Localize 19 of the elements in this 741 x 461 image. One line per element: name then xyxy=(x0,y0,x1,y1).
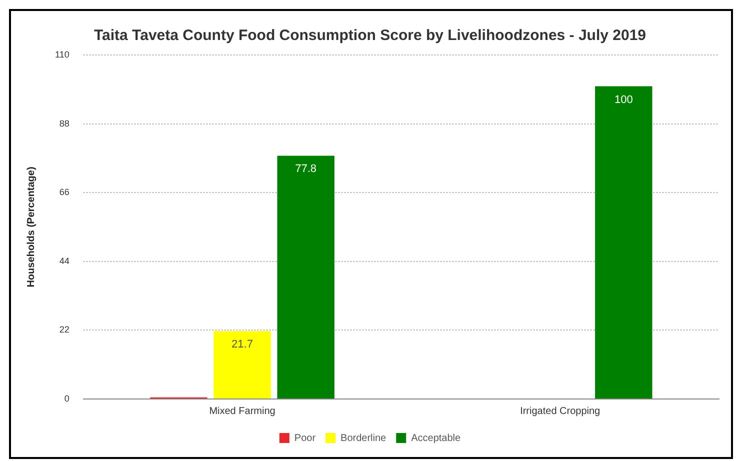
bar xyxy=(595,86,652,398)
legend-label: Acceptable xyxy=(411,432,462,444)
bar xyxy=(277,156,334,398)
x-tick-label: Irrigated Cropping xyxy=(520,406,600,417)
y-tick-label: 88 xyxy=(59,118,70,128)
legend-label: Borderline xyxy=(340,432,387,444)
data-label: 100 xyxy=(614,94,633,106)
legend-label: Poor xyxy=(294,432,316,444)
data-label: 21.7 xyxy=(232,338,253,351)
y-axis-title: Households (Percentage) xyxy=(26,166,37,288)
data-label: 77.8 xyxy=(295,163,317,176)
chart-title: Taita Taveta County Food Consumption Score by Livelihoodzones - July 2019 xyxy=(94,27,646,44)
y-tick-label: 22 xyxy=(59,324,70,335)
bar xyxy=(214,331,271,398)
y-tick-label: 0 xyxy=(64,393,70,404)
x-tick-label: Mixed Farming xyxy=(209,406,276,417)
y-tick-label: 110 xyxy=(54,49,70,60)
y-tick-label: 66 xyxy=(59,187,70,198)
y-tick-label: 44 xyxy=(59,256,70,266)
